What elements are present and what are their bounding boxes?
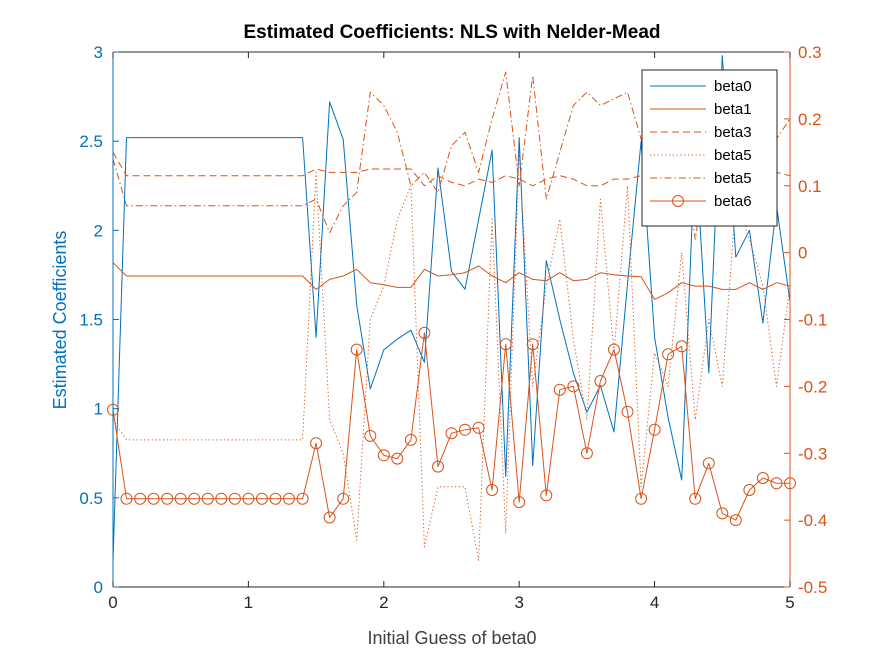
x-tick-label: 2 xyxy=(379,593,388,612)
series-6-marker-14 xyxy=(296,492,309,505)
series-6-marker-2 xyxy=(134,492,147,505)
series-6-marker-30 xyxy=(513,496,526,509)
x-tick-label: 1 xyxy=(244,593,253,612)
series-6-marker-38 xyxy=(621,405,634,418)
chart-title: Estimated Coefficients: NLS with Nelder-… xyxy=(243,22,660,43)
series-6-marker-12 xyxy=(269,492,282,505)
series-6-marker-29 xyxy=(499,338,512,351)
series-6-marker-34 xyxy=(567,380,580,393)
x-tick-label: 3 xyxy=(514,593,523,612)
series-6-marker-23 xyxy=(418,326,431,339)
y-right-tick-label: -0.5 xyxy=(798,578,827,597)
series-6-marker-39 xyxy=(635,492,648,505)
y-right-tick-label: -0.4 xyxy=(798,511,827,530)
legend: beta0 beta1 beta3 beta5 beta5 beta6 xyxy=(641,69,778,227)
series-6-marker-48 xyxy=(756,472,769,484)
y-left-tick-label: 0.5 xyxy=(79,489,103,508)
series-6-marker-45 xyxy=(716,507,729,520)
series-6-marker-44 xyxy=(702,457,715,470)
series-6-marker-9 xyxy=(228,492,241,505)
series-6-marker-26 xyxy=(459,423,471,436)
series-6-marker-16 xyxy=(323,511,336,524)
series-6-marker-10 xyxy=(242,492,255,505)
series-6-marker-11 xyxy=(255,492,268,505)
y-right-tick-label: -0.3 xyxy=(798,444,827,463)
series-6-marker-35 xyxy=(580,447,593,460)
legend-label: beta3 xyxy=(714,124,752,141)
y-left-tick-label: 2.5 xyxy=(79,132,103,151)
legend-label: beta6 xyxy=(714,193,752,210)
series-6-marker-47 xyxy=(743,484,756,496)
series-6-marker-3 xyxy=(147,492,160,505)
x-axis-title: Initial Guess of beta0 xyxy=(367,628,536,648)
series-6-marker-40 xyxy=(648,423,661,436)
y-left-tick-label: 1 xyxy=(94,400,103,419)
series-6-marker-8 xyxy=(215,492,228,505)
series-6-marker-18 xyxy=(350,343,363,356)
series-6-marker-37 xyxy=(608,343,620,356)
legend-box xyxy=(641,69,778,227)
series-line-4-beta5 xyxy=(112,151,791,561)
legend-label: beta1 xyxy=(714,101,752,118)
series-6-marker-7 xyxy=(201,492,214,505)
series-6-marker-31 xyxy=(526,338,539,351)
series-6-marker-33 xyxy=(553,383,566,396)
legend-label: beta0 xyxy=(714,78,752,95)
series-6-marker-20 xyxy=(377,449,390,462)
series-6-marker-32 xyxy=(540,489,553,502)
legend-label: beta5 xyxy=(714,170,752,187)
x-tick-label: 0 xyxy=(108,593,117,612)
series-6-marker-25 xyxy=(445,427,458,440)
series-6-marker-4 xyxy=(161,492,174,505)
y-right-tick-label: 0 xyxy=(798,244,807,263)
series-6-marker-17 xyxy=(337,492,350,505)
series-6-marker-43 xyxy=(689,492,702,505)
y-axis-title-left: Estimated Coefficients xyxy=(50,231,70,410)
x-tick-label: 5 xyxy=(785,593,794,612)
series-6-marker-36 xyxy=(594,375,607,387)
series-6-marker-49 xyxy=(770,477,783,490)
series-6-marker-22 xyxy=(404,433,417,446)
series-6-marker-13 xyxy=(283,492,295,505)
y-left-tick-label: 2 xyxy=(94,221,103,240)
series-6-marker-28 xyxy=(486,484,499,496)
y-right-tick-label: -0.1 xyxy=(798,311,827,330)
legend-label: beta5 xyxy=(714,147,752,164)
series-6-marker-46 xyxy=(729,514,742,527)
series-6-marker-5 xyxy=(174,492,187,505)
y-right-tick-label: 0.3 xyxy=(798,43,822,62)
series-line-6-beta6 xyxy=(112,332,790,521)
y-left-tick-label: 3 xyxy=(94,43,103,62)
series-6-marker-15 xyxy=(310,437,323,450)
series-line-1-beta0 xyxy=(112,55,791,561)
y-right-tick-label: -0.2 xyxy=(798,377,827,396)
series-6-marker-24 xyxy=(432,460,444,473)
series-6-marker-27 xyxy=(472,421,485,434)
y-right-tick-label: 0.2 xyxy=(798,110,822,129)
series-line-2-beta1 xyxy=(112,262,791,300)
axes: 0 1 2 3 4 5 0 0.5 1 1.5 2 2.5 3 -0.5 -0.4 -0.3 -0.2 -0.1 0… xyxy=(79,43,827,612)
series-6-marker-19 xyxy=(364,429,377,442)
series-6-marker-21 xyxy=(391,452,404,465)
x-tick-label: 4 xyxy=(650,593,659,612)
legend-marker-6 xyxy=(672,195,684,207)
series-6-marker-42 xyxy=(675,340,688,353)
y-left-tick-label: 1.5 xyxy=(79,311,103,330)
series-6-marker-41 xyxy=(662,348,675,361)
series-6-marker-1 xyxy=(120,492,133,505)
series-6-marker-6 xyxy=(188,492,201,505)
y-left-tick-label: 0 xyxy=(94,578,103,597)
y-right-tick-label: 0.1 xyxy=(798,177,822,196)
